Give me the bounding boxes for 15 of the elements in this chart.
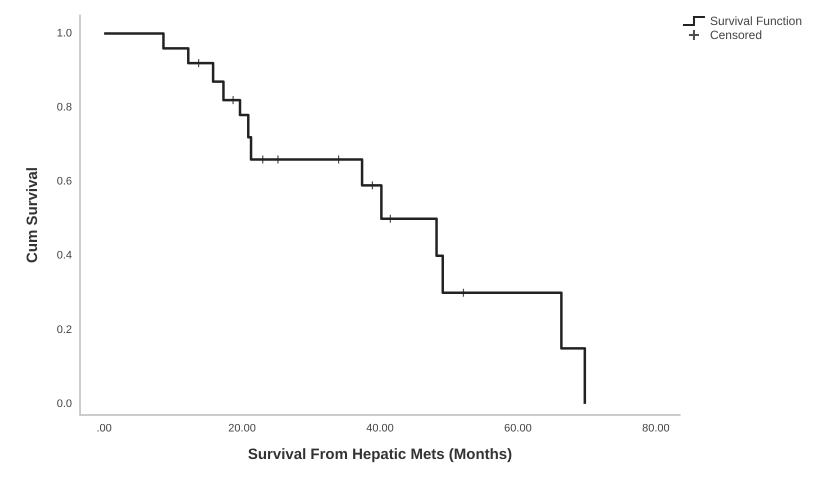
x-tick-label: 60.00 <box>504 422 532 434</box>
legend-label: Survival Function <box>710 14 802 28</box>
y-tick-label: 1.0 <box>56 28 72 40</box>
y-tick-label: 0.4 <box>56 250 72 262</box>
y-tick-label: 0.8 <box>56 102 72 114</box>
legend-label: Censored <box>710 28 762 42</box>
x-tick-label: .00 <box>96 422 112 434</box>
x-tick-label: 40.00 <box>366 422 394 434</box>
x-axis-title: Survival From Hepatic Mets (Months) <box>248 446 512 463</box>
x-tick-label: 80.00 <box>642 422 670 434</box>
x-tick-label: 20.00 <box>228 422 256 434</box>
y-tick-label: 0.0 <box>56 398 72 410</box>
y-tick-label: 0.2 <box>56 324 72 336</box>
y-tick-label: 0.6 <box>56 176 72 188</box>
y-axis-title: Cum Survival <box>24 167 41 263</box>
